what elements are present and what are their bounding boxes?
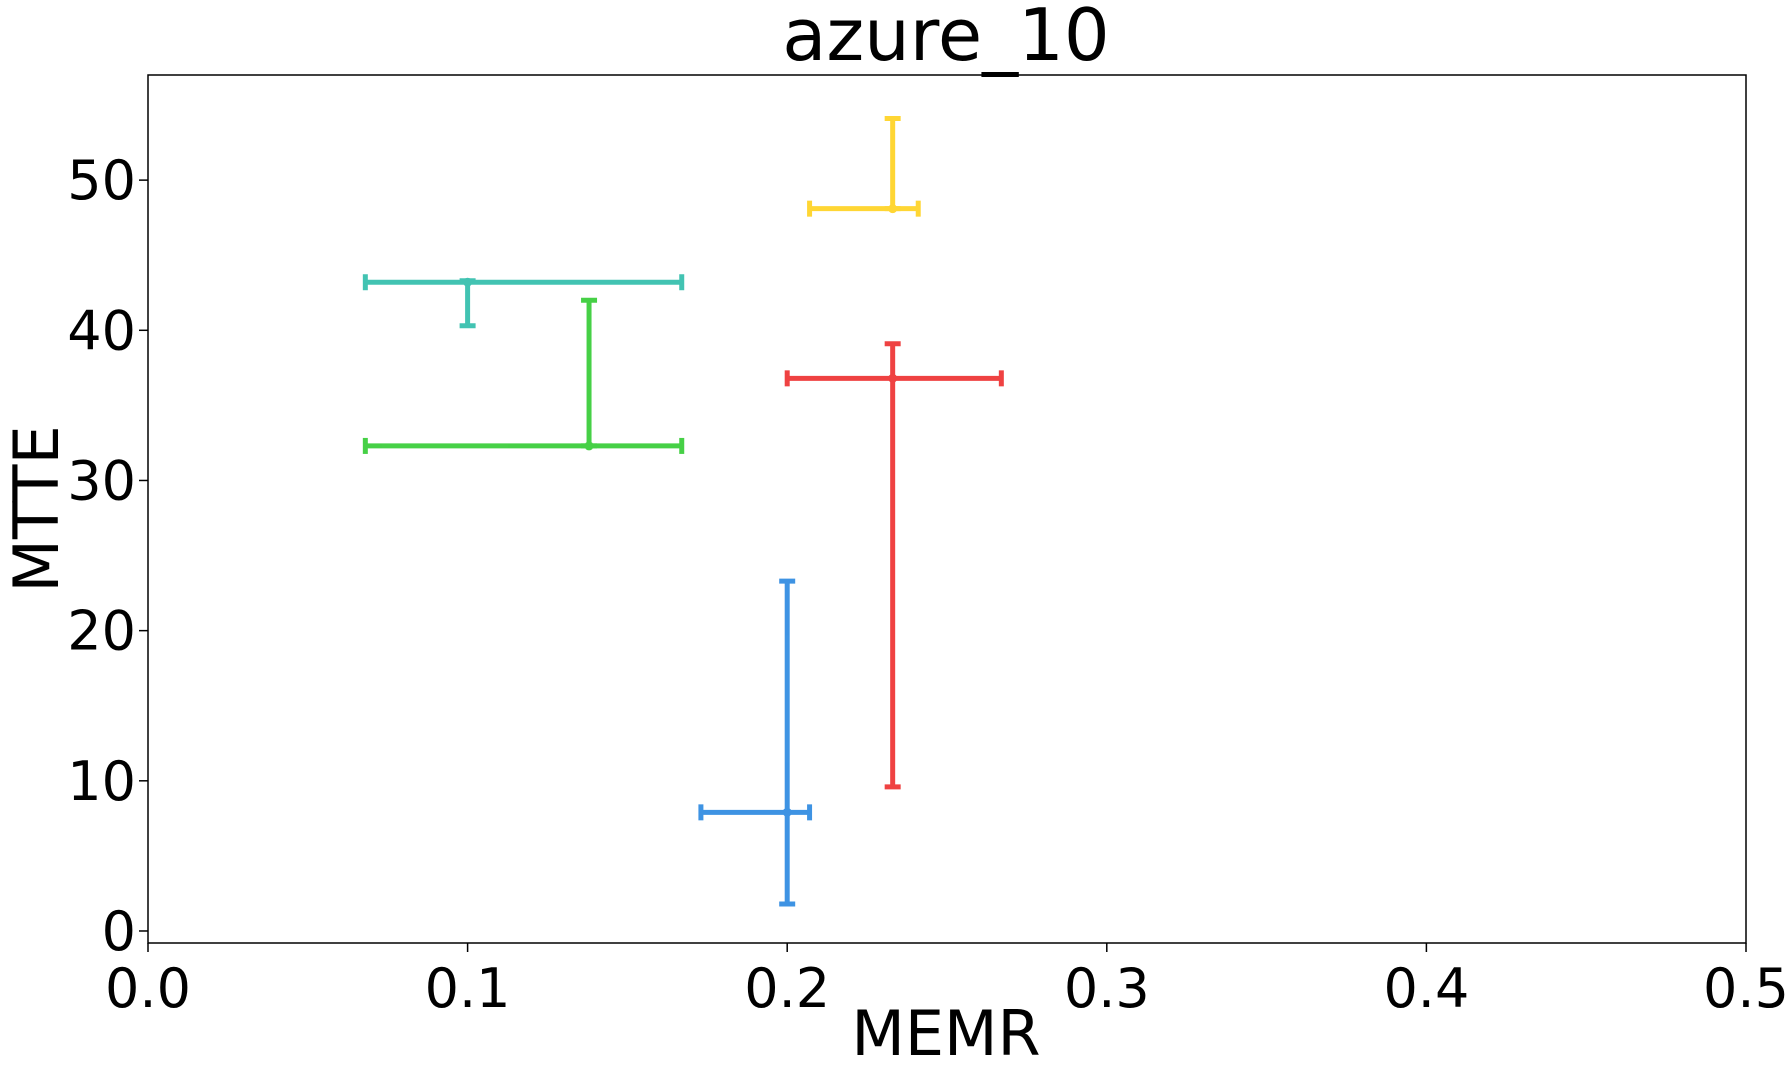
plot-area (147, 74, 1747, 944)
y-axis-label: MTTE (0, 425, 73, 592)
y-tick-label: 20 (67, 600, 136, 663)
data-point (888, 204, 898, 214)
y-tick-label: 30 (67, 449, 136, 512)
x-tick-label: 0.0 (105, 957, 191, 1020)
errorbar-series-4 (784, 341, 1004, 790)
data-point (782, 807, 792, 817)
errorbar-series-2 (362, 297, 685, 454)
chart-title: azure_10 (782, 0, 1109, 77)
errorbar-series-1 (362, 274, 685, 329)
data-point (584, 441, 594, 451)
y-tick-label: 40 (67, 299, 136, 362)
errorbar-series-5 (698, 578, 813, 907)
x-tick-label: 0.5 (1703, 957, 1789, 1020)
x-tick-label: 0.3 (1064, 957, 1150, 1020)
x-tick-label: 0.2 (744, 957, 830, 1020)
errorbar-series-3 (807, 116, 921, 217)
y-tick-label: 50 (67, 149, 136, 212)
x-tick-label: 0.4 (1383, 957, 1469, 1020)
y-tick-label: 10 (67, 750, 136, 813)
x-tick-label: 0.1 (425, 957, 511, 1020)
data-point (463, 277, 473, 287)
data-point (888, 373, 898, 383)
x-axis-label: MEMR (851, 997, 1040, 1070)
y-tick-label: 0 (102, 900, 136, 963)
